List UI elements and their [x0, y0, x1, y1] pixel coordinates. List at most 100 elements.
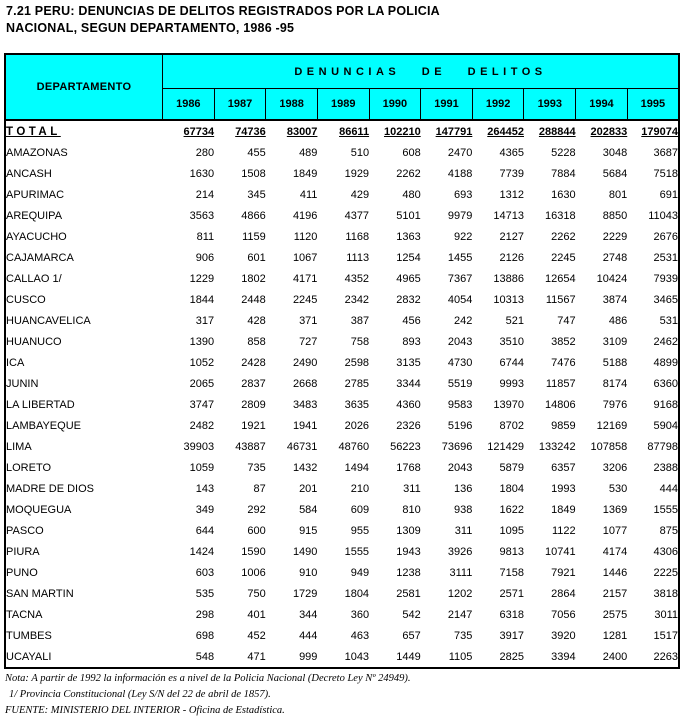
- cell-1993: 3920: [524, 625, 575, 646]
- cell-value: 147791: [435, 125, 473, 138]
- note-nota: Nota: A partir de 1992 la información es…: [5, 673, 411, 684]
- cell-1987: 600: [214, 520, 265, 541]
- cell-1993: 11567: [524, 289, 576, 310]
- cell-1993: 12654: [524, 268, 576, 289]
- cell-value: 535: [195, 587, 215, 600]
- cell-value: 1059: [189, 461, 215, 474]
- row-label: ANCASH: [5, 163, 163, 184]
- page-title: 7.21 PERU: DENUNCIAS DE DELITOS REGISTRA…: [6, 3, 440, 37]
- cell-1995: 7518: [627, 163, 679, 184]
- cell-value: 344: [299, 608, 318, 621]
- cell-1989: 4377: [317, 205, 369, 226]
- cell-1995: 3465: [627, 289, 679, 310]
- cell-value: 1077: [602, 524, 628, 537]
- cell-1992: 7739: [472, 163, 524, 184]
- cell-1994: 1077: [576, 520, 628, 541]
- cell-1988: 1941: [266, 415, 317, 436]
- cell-1993: 7921: [524, 562, 575, 583]
- cell-1989: 463: [317, 625, 369, 646]
- cell-1992: 1622: [472, 499, 524, 520]
- row-label: LIMA: [5, 436, 163, 457]
- cell-value: 9583: [447, 398, 473, 411]
- cell-value: 489: [299, 146, 318, 159]
- cell-value: 1768: [396, 461, 421, 474]
- cell-value: 875: [659, 524, 678, 537]
- cell-1994: 3109: [576, 331, 628, 352]
- cell-value: 242: [453, 314, 473, 327]
- cell-1986: 1424: [163, 541, 214, 562]
- cell-value: 311: [403, 482, 421, 495]
- cell-value: 1993: [551, 482, 576, 495]
- cell-1991: 4188: [421, 163, 472, 184]
- cell-value: 2531: [653, 251, 678, 264]
- cell-1990: 311: [369, 478, 421, 499]
- table-row: CUSCO 1844 2448 2245 2342 2832 4054 10313 11567 3…: [5, 289, 679, 310]
- cell-1994: 2157: [576, 583, 628, 604]
- cell-1989: 510: [317, 142, 369, 163]
- cell-value: 603: [195, 566, 215, 579]
- cell-1995: 2263: [627, 646, 679, 668]
- cell-value: 39903: [183, 440, 215, 453]
- cell-value: 1630: [189, 167, 215, 180]
- cell-value: 3483: [292, 398, 318, 411]
- cell-1991: 147791: [421, 120, 473, 142]
- cell-1994: 530: [576, 478, 627, 499]
- cell-value: 2571: [499, 587, 524, 600]
- cell-1990: 1943: [369, 541, 420, 562]
- cell-1993: 5228: [524, 142, 575, 163]
- cell-1989: 48760: [317, 436, 369, 457]
- cell-1991: 1455: [421, 247, 472, 268]
- cell-value: 3109: [602, 335, 628, 348]
- row-label-text: HUANCAVELICA: [6, 314, 91, 327]
- cell-value: 6744: [499, 356, 524, 369]
- cell-value: 486: [608, 314, 628, 327]
- cell-1990: 3135: [369, 352, 420, 373]
- cell-1989: 360: [317, 604, 369, 625]
- cell-1988: 915: [266, 520, 317, 541]
- cell-value: 1120: [293, 230, 318, 243]
- table-row: JUNIN 2065 2837 2668 2785 3344 5519 9993 11857 81…: [5, 373, 679, 394]
- cell-1995: 691: [627, 184, 679, 205]
- cell-1990: 1449: [369, 646, 420, 668]
- cell-value: 371: [299, 314, 318, 327]
- cell-value: 14713: [493, 209, 524, 222]
- cell-value: 693: [453, 188, 473, 201]
- cell-1990: 893: [369, 331, 420, 352]
- table-body: TOTAL 67734 74736 83007 86611 102210 147791 264…: [5, 120, 679, 668]
- cell-value: 1390: [189, 335, 215, 348]
- cell-1988: 584: [266, 499, 317, 520]
- cell-value: 2462: [653, 335, 678, 348]
- cell-1988: 2490: [266, 352, 318, 373]
- cell-1989: 2342: [317, 289, 369, 310]
- cell-1986: 548: [163, 646, 214, 668]
- cell-value: 387: [350, 314, 370, 327]
- table-row: SAN MARTIN 535 750 1729 1804 2581 1202 2571 2864…: [5, 583, 679, 604]
- cell-1987: 74736: [214, 120, 266, 142]
- group-column-header: DENUNCIAS DE DELITOS: [162, 53, 680, 89]
- cell-value: 2809: [241, 398, 266, 411]
- cell-value: 2157: [602, 587, 628, 600]
- cell-1995: 7939: [627, 268, 679, 289]
- cell-1994: 2748: [576, 247, 627, 268]
- cell-1991: 5196: [421, 415, 472, 436]
- cell-value: 10741: [545, 545, 576, 558]
- cell-value: 1849: [292, 167, 318, 180]
- cell-1990: 2262: [369, 163, 420, 184]
- cell-value: 102210: [383, 125, 421, 138]
- cell-value: 922: [453, 230, 473, 243]
- cell-value: 3011: [654, 608, 678, 621]
- cell-1989: 2785: [317, 373, 369, 394]
- cell-1993: 2864: [524, 583, 575, 604]
- cell-value: 311: [454, 524, 473, 537]
- cell-value: 750: [247, 587, 266, 600]
- cell-value: 2263: [653, 650, 678, 663]
- cell-value: 531: [659, 314, 678, 327]
- cell-1987: 2809: [214, 394, 266, 415]
- cell-value: 411: [299, 188, 318, 201]
- cell-value: 2490: [292, 356, 318, 369]
- cell-value: 264452: [487, 125, 524, 138]
- cell-1991: 2147: [421, 604, 472, 625]
- cell-1992: 9993: [472, 373, 524, 394]
- cell-1988: 444: [266, 625, 317, 646]
- cell-1992: 9813: [472, 541, 524, 562]
